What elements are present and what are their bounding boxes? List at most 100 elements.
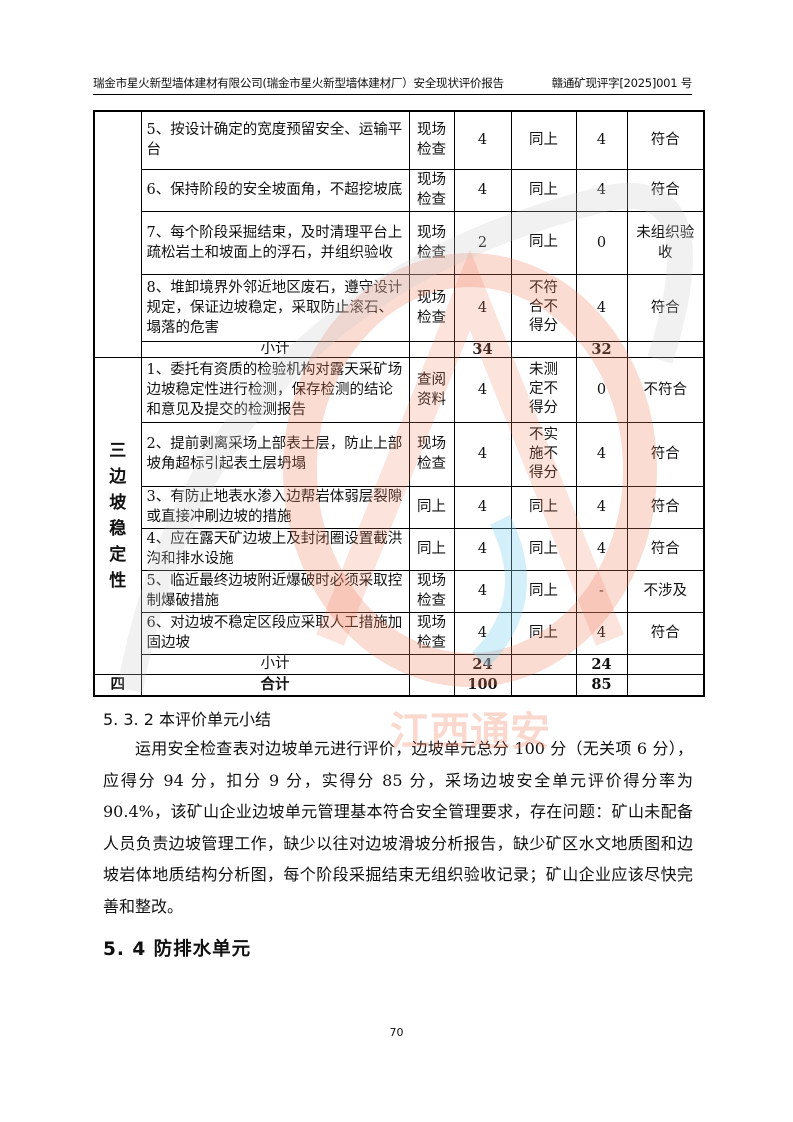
- table-row: 8、堆卸境界外邻近地区废石，遵守设计规定，保证边坡稳定，采取防止滚石、塌落的危害…: [94, 273, 705, 342]
- check-item: 6、对边坡不稳定区段应采取人工措施加固边坡: [140, 611, 410, 655]
- subtotal-score: 34: [453, 340, 512, 358]
- actual-score: 4: [575, 485, 628, 529]
- check-method: 现场检查: [408, 569, 455, 613]
- page-number: 70: [389, 1026, 404, 1039]
- empty-cell: [510, 673, 577, 697]
- actual-score: 0: [575, 210, 628, 275]
- total-row: 四合计 100 85: [93, 673, 705, 697]
- scoring-basis: 不实施不得分: [510, 421, 577, 487]
- section-heading-5-4: 5. 4 防排水单元: [103, 939, 252, 960]
- actual-score: 4: [575, 421, 628, 487]
- subtotal-label: 小计: [140, 340, 410, 358]
- check-item: 8、堆卸境界外邻近地区废石，遵守设计规定，保证边坡稳定，采取防止滚石、塌落的危害: [140, 273, 410, 342]
- check-method: 现场检查: [408, 273, 455, 342]
- empty-cell: [408, 653, 455, 675]
- table-row: 6、保持阶段的安全坡面角，不超挖坡底 现场检查 4 同上 4 符合: [94, 168, 705, 212]
- table-row: 4、应在露天矿边坡上及封闭圈设置截洪沟和排水设施 同上 4 同上 4 符合: [94, 527, 705, 571]
- subtotal-row: 小计 24 24: [94, 653, 705, 675]
- empty-cell: [626, 653, 705, 675]
- check-method: 现场检查: [408, 168, 455, 212]
- check-item: 7、每个阶段采掘结束，及时清理平台上疏松岩土和坡面上的浮石，并组织验收: [140, 210, 410, 275]
- check-item: 6、保持阶段的安全坡面角，不超挖坡底: [140, 168, 410, 212]
- standard-score: 4: [453, 611, 512, 655]
- check-method: 现场检查: [408, 421, 455, 487]
- actual-score: 4: [575, 110, 628, 170]
- scoring-basis: 同上: [510, 611, 577, 655]
- total-label: 合计: [140, 673, 410, 697]
- check-item: 1、委托有资质的检验机构对露天采矿场边坡稳定性进行检测，保存检测的结论和意见及提…: [140, 356, 410, 423]
- standard-score: 4: [453, 273, 512, 342]
- section-heading-5-3-2: 5. 3. 2 本评价单元小结: [103, 710, 271, 729]
- actual-score: 4: [575, 273, 628, 342]
- check-result: 符合: [626, 485, 705, 529]
- check-method: 同上: [408, 527, 455, 571]
- check-result: 未组织验收: [626, 210, 705, 275]
- scoring-basis: 未测定不得分: [510, 356, 577, 423]
- empty-cell: [626, 673, 705, 697]
- check-item: 4、应在露天矿边坡上及封闭圈设置截洪沟和排水设施: [140, 527, 410, 571]
- empty-cell: [510, 653, 577, 675]
- empty-cell: [626, 340, 705, 358]
- standard-score: 4: [453, 485, 512, 529]
- check-result: 符合: [626, 110, 705, 170]
- scoring-basis: 同上: [510, 210, 577, 275]
- scoring-basis: 同上: [510, 110, 577, 170]
- category-cell: [93, 110, 142, 358]
- check-result: 不符合: [626, 356, 705, 423]
- category-label: 三边坡稳定性: [109, 440, 127, 591]
- standard-score: 4: [453, 168, 512, 212]
- header-report-title: 瑞金市星火新型墙体建材有限公司(瑞金市星火新型墙体建材厂）安全现状评价报告: [93, 76, 504, 90]
- check-result: 符合: [626, 527, 705, 571]
- check-result: 符合: [626, 168, 705, 212]
- table-row: 5、临近最终边坡附近爆破时必须采取控制爆破措施 现场检查 4 同上 - 不涉及: [94, 569, 705, 613]
- scoring-basis: 同上: [510, 485, 577, 529]
- check-result: 符合: [626, 273, 705, 342]
- empty-cell: [408, 340, 455, 358]
- header-report-number: 赣通矿现评字[2025]001 号: [551, 76, 693, 90]
- actual-score: 4: [575, 168, 628, 212]
- check-method: 查阅资料: [408, 356, 455, 423]
- standard-score: 2: [453, 210, 512, 275]
- page-header: 瑞金市星火新型墙体建材有限公司(瑞金市星火新型墙体建材厂）安全现状评价报告 赣通…: [93, 75, 692, 95]
- table-row: 7、每个阶段采掘结束，及时清理平台上疏松岩土和坡面上的浮石，并组织验收 现场检查 2…: [94, 210, 705, 275]
- empty-cell: [408, 673, 455, 697]
- standard-score: 4: [453, 421, 512, 487]
- table-row: 2、提前剥离采场上部表土层，防止上部坡角超标引起表土层坍塌 现场检查 4 不实施不得分…: [94, 421, 705, 487]
- check-method: 同上: [408, 485, 455, 529]
- scoring-basis: 同上: [510, 569, 577, 613]
- actual-score: -: [575, 569, 628, 613]
- scoring-basis: 不符合不得分: [510, 273, 577, 342]
- category-cell: 三边坡稳定性: [93, 356, 142, 675]
- check-item: 2、提前剥离采场上部表土层，防止上部坡角超标引起表土层坍塌: [140, 421, 410, 487]
- summary-paragraph: 运用安全检查表对边坡单元进行评价，边坡单元总分 100 分（无关项 6 分），应…: [103, 739, 693, 916]
- scoring-basis: 同上: [510, 527, 577, 571]
- total-score: 100: [453, 673, 512, 697]
- scoring-basis: 同上: [510, 168, 577, 212]
- checklist-table: 5、按设计确定的宽度预留安全、运输平台 现场检查 4 同上 4 符合 6、保持阶段的安全坡面…: [93, 110, 705, 697]
- table-row: 三边坡稳定性 1、委托有资质的检验机构对露天采矿场边坡稳定性进行检测，保存检测的结…: [93, 356, 705, 675]
- check-result: 符合: [626, 611, 705, 655]
- check-item: 3、有防止地表水渗入边帮岩体弱层裂隙或直接冲刷边坡的措施: [140, 485, 410, 529]
- standard-score: 4: [453, 527, 512, 571]
- subtotal-score: 24: [453, 653, 512, 675]
- actual-score: 4: [575, 527, 628, 571]
- table-row: 3、有防止地表水渗入边帮岩体弱层裂隙或直接冲刷边坡的措施 同上 4 同上 4 符合: [94, 485, 705, 529]
- check-method: 现场检查: [408, 210, 455, 275]
- standard-score: 4: [453, 356, 512, 423]
- total-actual: 85: [575, 673, 628, 697]
- subtotal-actual: 24: [575, 653, 628, 675]
- standard-score: 4: [453, 569, 512, 613]
- check-result: 符合: [626, 421, 705, 487]
- standard-score: 4: [453, 110, 512, 170]
- empty-cell: [510, 340, 577, 358]
- check-item: 5、按设计确定的宽度预留安全、运输平台: [140, 110, 410, 170]
- table-row: 6、对边坡不稳定区段应采取人工措施加固边坡 现场检查 4 同上 4 符合: [94, 611, 705, 655]
- check-method: 现场检查: [408, 110, 455, 170]
- check-result: 不涉及: [626, 569, 705, 613]
- actual-score: 0: [575, 356, 628, 423]
- subtotal-label: 小计: [140, 653, 410, 675]
- subtotal-actual: 32: [575, 340, 628, 358]
- check-method: 现场检查: [408, 611, 455, 655]
- check-item: 5、临近最终边坡附近爆破时必须采取控制爆破措施: [140, 569, 410, 613]
- table-row: 5、按设计确定的宽度预留安全、运输平台 现场检查 4 同上 4 符合: [93, 110, 705, 358]
